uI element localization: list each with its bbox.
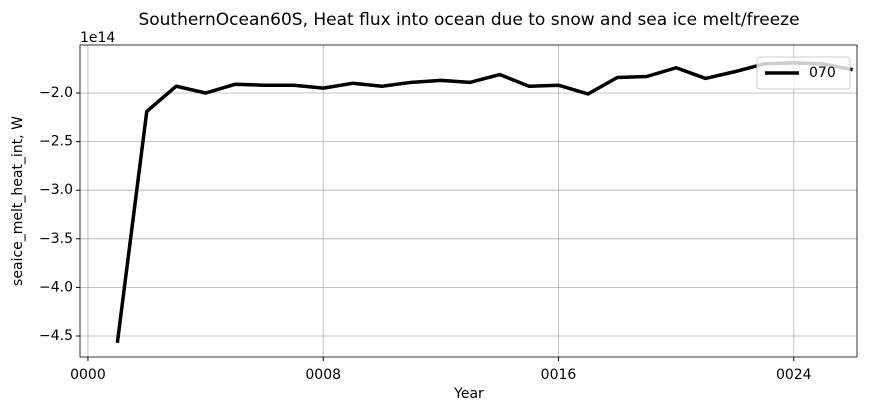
x-tick-label: 0016 [541,367,577,383]
x-axis-label: Year [453,386,484,402]
legend-box [756,56,851,90]
x-tick-label: 0000 [70,367,106,383]
y-tick-label: −3.5 [39,231,73,247]
y-axis-label: seaice_melt_heat_int, W [10,116,26,286]
x-tick-label: 0008 [305,367,341,383]
legend-label: 070 [809,65,836,81]
plot-area [115,61,853,344]
y-offset-label: 1e14 [80,30,115,46]
data-line [115,61,853,344]
y-tick-label: −2.0 [39,85,73,101]
y-tick-label: −3.0 [39,182,73,198]
y-tick-label: −4.5 [39,328,73,344]
axes-frame [79,44,858,358]
y-tick-label: −2.5 [39,134,73,150]
chart-title: SouthernOcean60S, Heat flux into ocean d… [138,10,799,30]
x-tick-label: 0024 [776,367,812,383]
y-tick-label: −4.0 [39,279,73,295]
legend: 070 [756,56,851,90]
